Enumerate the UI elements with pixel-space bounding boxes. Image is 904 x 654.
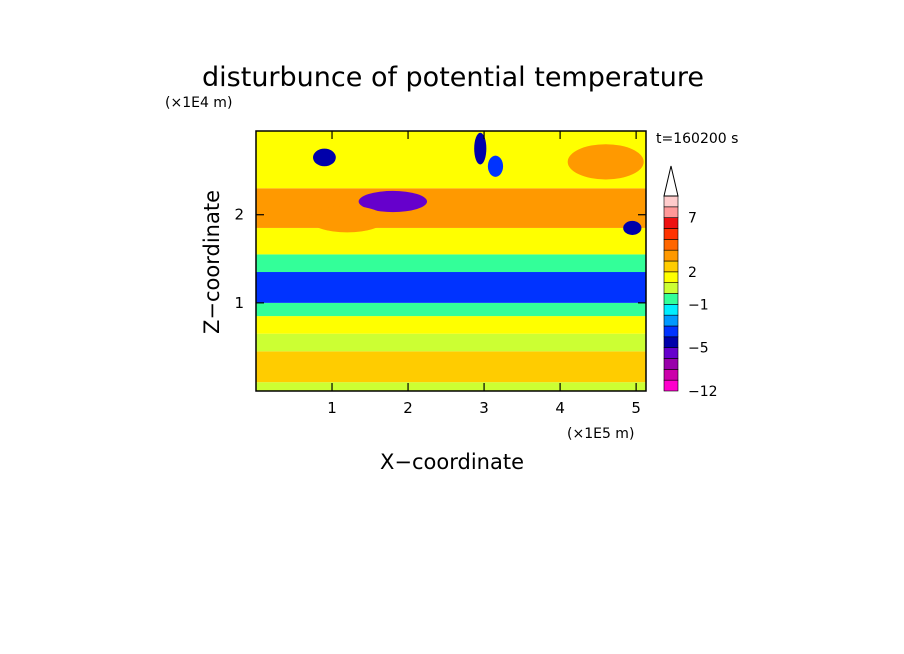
field-feature-5 bbox=[309, 205, 386, 233]
colorbar-label: 2 bbox=[688, 265, 697, 281]
contour-field bbox=[256, 131, 646, 391]
colorbar-box bbox=[663, 314, 679, 327]
plot-frame bbox=[255, 130, 647, 392]
colorbar-box bbox=[663, 336, 679, 348]
chart-title: disturbunce of potential temperature bbox=[202, 62, 704, 93]
x-tick-label: 4 bbox=[555, 399, 565, 417]
x-ticks: 1 2 3 4 5 bbox=[327, 131, 641, 417]
y-tick-label: 1 bbox=[234, 294, 244, 312]
field-band-4 bbox=[256, 302, 646, 317]
field-feature-0 bbox=[358, 190, 428, 213]
field-feature-3 bbox=[487, 155, 504, 177]
field-feature-1 bbox=[313, 148, 336, 167]
colorbar-box bbox=[663, 369, 679, 381]
colorbar-box bbox=[663, 206, 679, 218]
field-band-7 bbox=[256, 227, 646, 255]
colorbar: −12−5−127 bbox=[663, 165, 718, 400]
field-band-6 bbox=[256, 254, 646, 273]
colorbar-box bbox=[663, 379, 679, 392]
field-feature-4 bbox=[623, 220, 642, 236]
y-axis-label: Z−coordinate bbox=[200, 190, 224, 334]
x-tick-label: 5 bbox=[631, 399, 641, 417]
x-tick-label: 2 bbox=[403, 399, 413, 417]
y-axis-unit: (×1E4 m) bbox=[165, 95, 232, 111]
colorbar-box bbox=[663, 195, 679, 208]
field-feature-6 bbox=[567, 144, 644, 180]
colorbar-label: 7 bbox=[688, 211, 697, 227]
field-band-5 bbox=[256, 272, 646, 303]
x-tick-label: 1 bbox=[327, 399, 337, 417]
field-band-3 bbox=[256, 316, 646, 334]
colorbar-box bbox=[663, 228, 679, 240]
field-band-2 bbox=[256, 333, 646, 352]
y-ticks: 12 bbox=[234, 206, 646, 312]
colorbar-box bbox=[663, 325, 679, 338]
colorbar-label: −1 bbox=[688, 297, 709, 313]
field-band-0 bbox=[256, 382, 646, 391]
colorbar-box bbox=[663, 239, 679, 251]
colorbar-label: −5 bbox=[688, 341, 709, 357]
colorbar-box bbox=[663, 347, 679, 359]
colorbar-box bbox=[663, 304, 679, 316]
colorbar-extend-triangle bbox=[663, 165, 679, 197]
y-tick-label: 2 bbox=[234, 206, 244, 224]
colorbar-label: −12 bbox=[688, 384, 718, 400]
field-band-1 bbox=[256, 351, 646, 383]
colorbar-box bbox=[663, 217, 679, 229]
colorbar-box bbox=[663, 260, 679, 273]
colorbar-box bbox=[663, 282, 679, 294]
colorbar-box bbox=[663, 249, 679, 262]
x-axis-unit: (×1E5 m) bbox=[567, 426, 634, 442]
x-tick-label: 3 bbox=[479, 399, 489, 417]
colorbar-box bbox=[663, 293, 679, 305]
colorbar-box bbox=[663, 271, 679, 283]
colorbar-box bbox=[663, 358, 679, 370]
x-axis-label: X−coordinate bbox=[380, 450, 524, 474]
time-label: t=160200 s bbox=[656, 131, 738, 147]
field-feature-2 bbox=[474, 132, 487, 165]
